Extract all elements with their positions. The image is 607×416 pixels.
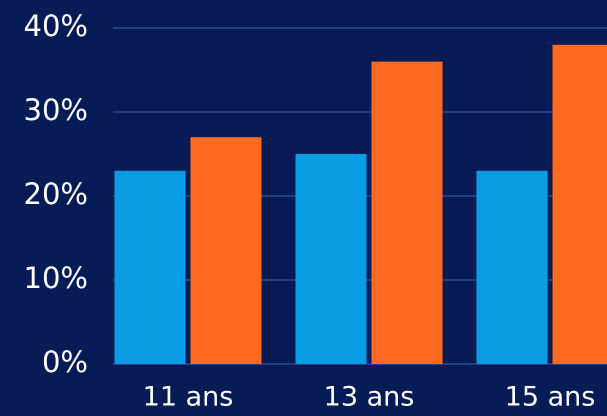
bar xyxy=(190,137,262,364)
y-tick-label: 0% xyxy=(42,345,88,379)
y-tick-label: 40% xyxy=(24,9,88,43)
x-tick-label: 13 ans xyxy=(324,382,415,413)
x-tick-label: 11 ans xyxy=(143,382,234,413)
y-tick-label: 10% xyxy=(24,261,88,295)
bar xyxy=(371,61,443,364)
bar xyxy=(114,170,186,364)
bar xyxy=(476,170,548,364)
x-tick-label: 15 ans xyxy=(505,382,596,413)
y-tick-label: 20% xyxy=(24,177,88,211)
y-tick-label: 30% xyxy=(24,93,88,127)
bar xyxy=(295,154,367,364)
bar xyxy=(552,44,607,365)
